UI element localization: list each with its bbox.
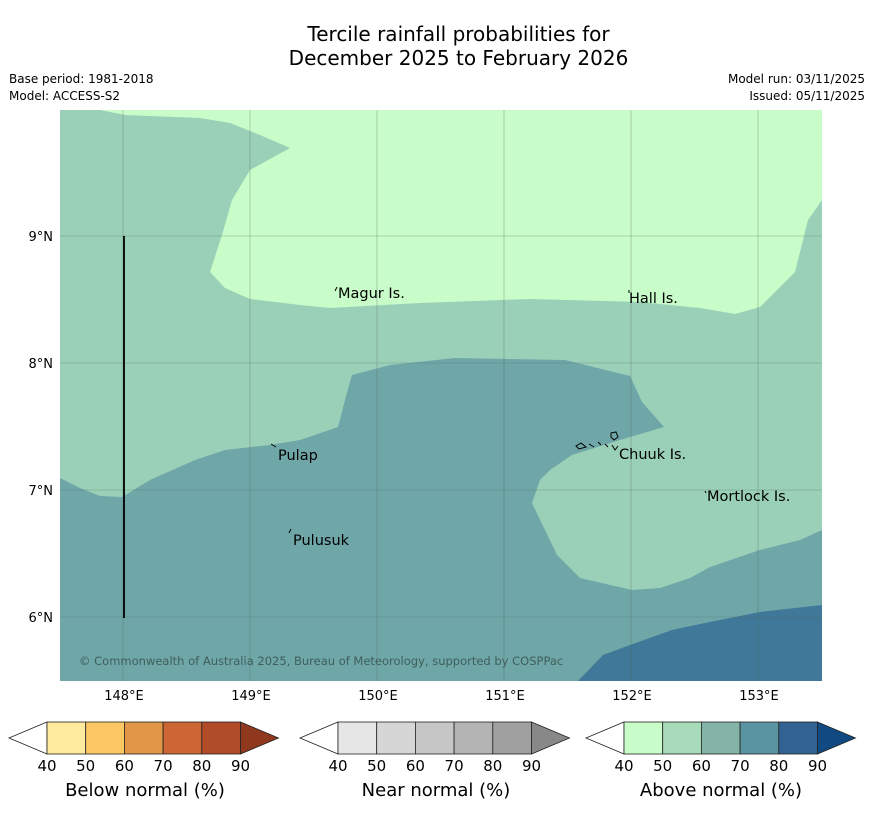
pulusuk-island-shape [288,528,292,534]
below-normal-label: Below normal (%) [65,780,225,801]
lat-tick-label: 9°N [29,230,54,245]
colorbar-tick: 60 [115,757,134,775]
colorbar-tick: 90 [522,757,541,775]
colorbar-tick: 70 [154,757,173,775]
place-labels: Magur Is. Hall Is. Pulap Chuuk Is. Mortl… [278,286,790,549]
lon-tick-label: 148°E [104,689,144,704]
near-normal-colorbar: 40 50 60 70 80 90 [298,721,571,775]
hall-label: Hall Is. [629,291,678,307]
base-period: Base period: 1981-2018 [9,72,154,86]
colorbar-box [376,721,416,755]
model-name: Model: ACCESS-S2 [9,89,121,103]
pulap-island-shape [270,443,277,448]
zone-above-80 [578,605,822,681]
colorbar-arrow-low [298,721,339,755]
colorbar-tick: 50 [367,757,386,775]
graticule [60,110,822,681]
colorbar-box [739,721,780,755]
above-normal-label: Above normal (%) [639,780,803,801]
colorbar-tick: 50 [76,757,95,775]
magur-island-shape [334,286,338,292]
meta-left: Base period: 1981-2018 Model: ACCESS-S2 [9,71,154,105]
colorbar-tick: 40 [614,757,633,775]
colorbar-tick: 80 [192,757,211,775]
lon-tick-label: 153°E [739,689,779,704]
colorbar-box [46,721,87,755]
lat-tick-label: 7°N [29,484,54,499]
pulap-label: Pulap [278,448,318,464]
issued-date: Issued: 05/11/2025 [749,89,865,103]
colorbar-tick: 80 [769,757,788,775]
lat-tick-label: 6°N [29,611,54,626]
colorbar-box [453,721,494,755]
colorbar-box [623,721,664,755]
colorbar-box [492,721,532,755]
colorbar-box [778,721,818,755]
colorbar-tick: 60 [406,757,425,775]
mortlock-label: Mortlock Is. [707,489,790,505]
colorbar-box [124,721,164,755]
colorbar-tick: 70 [445,757,464,775]
near-normal-label: Near normal (%) [361,780,511,801]
title-line-1: Tercile rainfall probabilities for [307,22,610,46]
probability-field [60,110,822,681]
colorbar-tick: 90 [231,757,250,775]
colorbar-tick: 50 [653,757,672,775]
lon-tick-label: 149°E [231,689,271,704]
colorbar-box [701,721,741,755]
zone-above-50 [60,110,822,314]
lat-tick-label: 8°N [29,357,54,372]
meta-right: Model run: 03/11/2025 Issued: 05/11/2025 [728,71,865,105]
lon-tick-label: 150°E [358,689,398,704]
colorbar-tick: 40 [328,757,347,775]
colorbar-box [662,721,702,755]
copyright-text: © Commonwealth of Australia 2025, Bureau… [79,654,563,668]
colorbar-arrow-high [817,721,857,755]
chuuk-label: Chuuk Is. [619,447,686,463]
colorbar-tick-labels: 40 50 60 70 80 90 [614,757,827,775]
colorbar-box [162,721,203,755]
colorbar-tick: 70 [731,757,750,775]
colorbar-box [414,721,455,755]
colorbar-arrow-high [240,721,280,755]
zone-above-70 [60,358,822,681]
chuuk-island-shape [575,431,619,451]
colorbar-tick: 60 [692,757,711,775]
magur-label: Magur Is. [338,286,405,302]
longitude-ticks: 148°E 149°E 150°E 151°E 152°E 153°E [104,689,779,704]
colorbar-tick: 80 [483,757,502,775]
title-line-2: December 2025 to February 2026 [288,46,629,70]
colorbar-box [337,721,378,755]
colorbar-tick: 90 [808,757,827,775]
colorbar-tick: 40 [37,757,56,775]
colorbar-box [201,721,241,755]
above-normal-colorbar: 40 50 60 70 80 90 [584,721,857,775]
map-title: Tercile rainfall probabilities for Decem… [0,22,873,70]
colorbar-box [85,721,125,755]
below-normal-colorbar: 40 50 60 70 80 90 [7,721,280,775]
colorbar-arrow-high [531,721,571,755]
lon-tick-label: 152°E [612,689,652,704]
colorbar-tick-labels: 40 50 60 70 80 90 [328,757,541,775]
model-run-date: Model run: 03/11/2025 [727,72,865,86]
lon-tick-label: 151°E [485,689,525,704]
colorbar-tick-labels: 40 50 60 70 80 90 [37,757,250,775]
pulusuk-label: Pulusuk [293,533,350,549]
colorbar-arrow-low [7,721,48,755]
latitude-ticks: 9°N 8°N 7°N 6°N [29,230,54,626]
colorbar-arrow-low [584,721,625,755]
mortlock-island-shape [704,490,707,494]
islands [270,286,707,534]
